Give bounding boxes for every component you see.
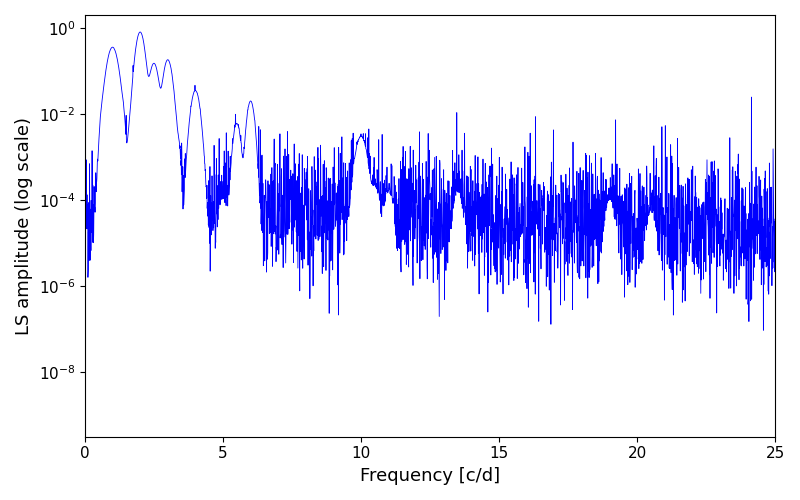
Y-axis label: LS amplitude (log scale): LS amplitude (log scale) bbox=[15, 117, 33, 335]
X-axis label: Frequency [c/d]: Frequency [c/d] bbox=[360, 467, 500, 485]
